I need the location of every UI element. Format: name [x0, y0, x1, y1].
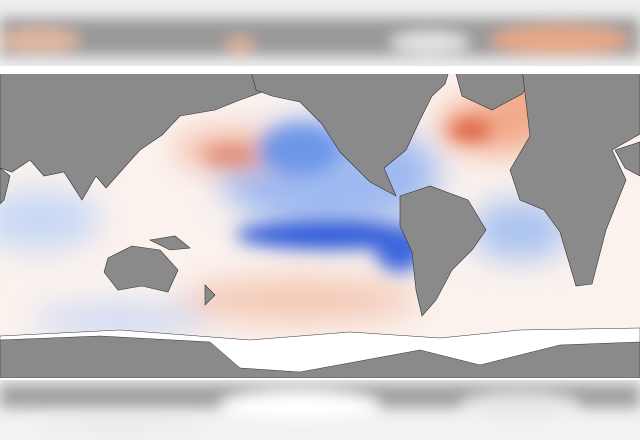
australia: [103, 245, 179, 293]
land: [0, 68, 640, 317]
warm-anomaly: [180, 278, 420, 322]
haze-light: [220, 391, 380, 419]
haze-warm: [225, 37, 255, 53]
africa-europe: [509, 68, 640, 287]
new-zealand: [204, 284, 216, 306]
new-guinea: [149, 235, 191, 251]
antarctica: [0, 335, 640, 378]
arctic-ice: [0, 68, 640, 74]
blurred-bottom-band: [0, 380, 640, 440]
haze-light: [40, 415, 200, 435]
band-haze: [0, 384, 640, 435]
haze-light: [460, 393, 580, 417]
strong-warm: [448, 120, 492, 140]
eurasia: [0, 68, 271, 201]
cool-anomaly: [0, 190, 100, 250]
south-america: [399, 185, 487, 317]
strong-warm: [202, 148, 258, 162]
blurred-top-band: [0, 0, 640, 66]
haze-warm: [0, 28, 80, 52]
cool-anomaly: [260, 125, 340, 175]
africa-west-edge: [0, 167, 11, 205]
cool-anomaly: [30, 305, 210, 335]
cool-anomaly: [470, 200, 570, 260]
map: [0, 68, 640, 378]
haze-light: [390, 32, 470, 52]
strong-anomaly: [202, 120, 492, 272]
arabia: [614, 141, 640, 177]
haze-warm: [490, 26, 630, 54]
band-haze: [0, 18, 640, 56]
north-america: [249, 68, 451, 197]
